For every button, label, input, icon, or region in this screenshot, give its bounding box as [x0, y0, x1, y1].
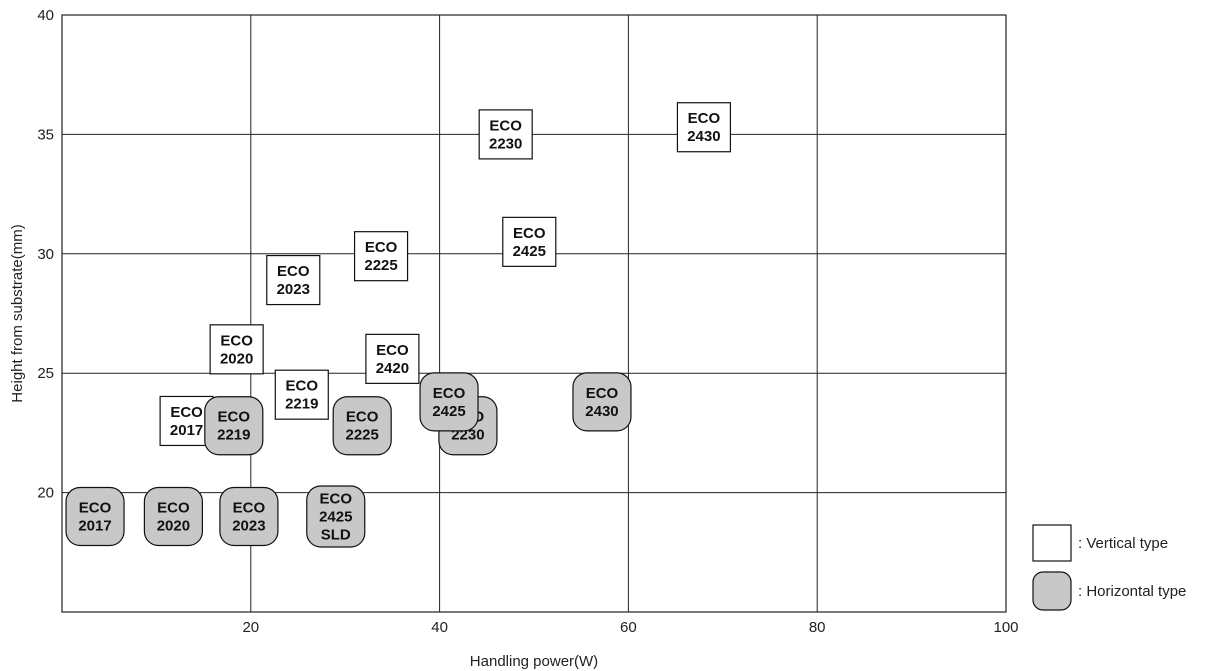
vertical-type-box: [365, 333, 420, 384]
point-label: 2430: [585, 403, 618, 420]
point-label: 2225: [364, 257, 397, 274]
point-label: 2020: [220, 350, 253, 367]
point-label: ECO: [157, 499, 190, 516]
horizontal-type-box: [419, 372, 479, 432]
horizontal-type-box: [143, 486, 203, 547]
point-label: 2425: [319, 508, 352, 525]
point-label: 2017: [78, 517, 111, 534]
y-tick-labels: 20 25 30 35 40: [37, 7, 54, 502]
vertical-type-box: [274, 369, 329, 420]
point-label: ECO: [586, 385, 619, 402]
point-label: ECO: [286, 378, 319, 395]
vertical-type-box: [502, 216, 557, 267]
point-label: 2023: [277, 281, 310, 298]
y-tick-label: 30: [37, 246, 54, 263]
point-label: ECO: [277, 263, 310, 280]
data-points: ECO2017ECO2020ECO2023ECO2219ECO2225ECO24…: [65, 102, 732, 548]
point-label: 2017: [170, 422, 203, 439]
x-tick-label: 20: [242, 619, 259, 636]
legend-square-icon: [1032, 524, 1072, 562]
vertical-type-box: [478, 109, 533, 160]
y-tick-label: 25: [37, 365, 54, 382]
point-label: ECO: [220, 332, 253, 349]
point-label: ECO: [376, 342, 409, 359]
vertical-type-box: [353, 231, 409, 282]
legend-item-vertical: : Vertical type: [1032, 524, 1168, 562]
vertical-type-box: [676, 102, 732, 153]
x-tick-label: 80: [809, 619, 826, 636]
point-label: ECO: [365, 239, 398, 256]
point-label: 2225: [346, 427, 379, 444]
point-label: ECO: [79, 499, 112, 516]
point-label: ECO: [218, 409, 251, 426]
x-tick-label: 60: [620, 619, 637, 636]
point-label: ECO: [513, 225, 546, 242]
plot-area: [61, 14, 1007, 613]
grid-lines: [62, 15, 1006, 612]
point-label: 2230: [489, 135, 522, 152]
point-label: ECO: [489, 117, 522, 134]
vertical-type-box: [266, 254, 321, 306]
x-axis-label: Handling power(W): [470, 653, 598, 670]
x-tick-label: 40: [431, 619, 448, 636]
y-tick-label: 20: [37, 485, 54, 502]
point-label: 2219: [217, 427, 250, 444]
point-label: ECO: [688, 110, 721, 127]
point-label: SLD: [321, 526, 351, 543]
point-label: ECO: [170, 404, 203, 421]
x-tick-label: 100: [993, 619, 1018, 636]
horizontal-type-box: [306, 485, 366, 548]
point-label: ECO: [433, 385, 466, 402]
point-label: 2020: [157, 517, 190, 534]
legend-label: : Horizontal type: [1078, 583, 1186, 600]
point-label: ECO: [233, 499, 266, 516]
point-label: ECO: [320, 490, 353, 507]
point-label: ECO: [346, 409, 379, 426]
point-label: 2420: [376, 360, 409, 377]
horizontal-type-box: [332, 396, 392, 456]
horizontal-type-box: [219, 486, 279, 547]
legend-rounded-icon: [1032, 571, 1072, 611]
legend: : Vertical type : Horizontal type: [1032, 524, 1186, 611]
horizontal-type-box: [65, 486, 125, 547]
horizontal-type-box: [204, 396, 264, 456]
y-tick-label: 40: [37, 7, 54, 24]
point-label: 2023: [232, 517, 265, 534]
x-tick-labels: 20 40 60 80 100: [242, 619, 1018, 636]
point-label: 2219: [285, 396, 318, 413]
y-tick-label: 35: [37, 126, 54, 143]
point-label: 2425: [513, 243, 546, 260]
legend-label: : Vertical type: [1078, 535, 1168, 552]
legend-item-horizontal: : Horizontal type: [1032, 571, 1186, 611]
vertical-type-box: [209, 324, 264, 375]
point-label: 2425: [432, 403, 465, 420]
point-label: 2430: [687, 128, 720, 145]
y-axis-label: Height from substrate(mm): [9, 224, 26, 402]
horizontal-type-box: [572, 372, 632, 432]
